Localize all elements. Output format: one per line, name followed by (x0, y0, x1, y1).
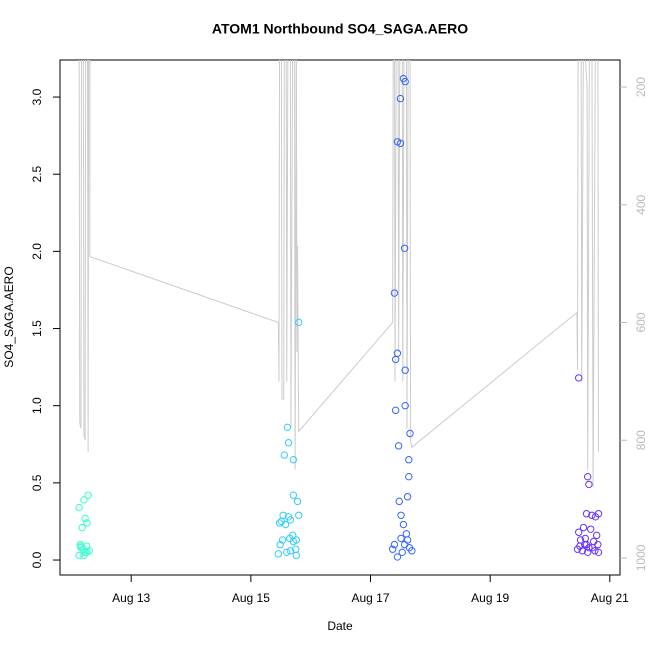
point (390, 540, 399, 549)
point (583, 472, 592, 481)
point (401, 401, 409, 410)
point (75, 551, 83, 560)
point (397, 534, 405, 543)
x-tick-label: Aug 13 (112, 591, 150, 605)
point (295, 511, 303, 519)
line (78, 60, 599, 488)
point (408, 547, 416, 555)
point (585, 480, 593, 489)
y-tick-label: 1.0 (30, 397, 44, 414)
point (594, 548, 603, 557)
point (278, 536, 287, 544)
point (274, 550, 283, 558)
point (83, 548, 91, 557)
point (406, 429, 414, 438)
x-tick-label: Aug 21 (591, 591, 629, 605)
point (573, 545, 582, 553)
point (401, 77, 409, 86)
point (591, 547, 599, 555)
point (594, 540, 602, 549)
point (401, 366, 409, 374)
point (391, 406, 400, 415)
point (579, 523, 588, 532)
y-tick-label: 0.5 (30, 474, 44, 491)
chart-title: ATOM1 Northbound SO4_SAGA.AERO (212, 21, 468, 37)
point (283, 548, 291, 557)
point (84, 491, 92, 499)
point (399, 520, 408, 529)
x-tick-label: Aug 17 (351, 591, 389, 605)
point (390, 289, 399, 297)
point (578, 547, 587, 555)
point (395, 497, 403, 506)
point (393, 553, 402, 561)
point (391, 355, 400, 364)
point (396, 139, 405, 148)
point (293, 497, 302, 506)
point (394, 442, 403, 450)
point (83, 519, 91, 527)
y-tick-label: 2.0 (30, 243, 44, 260)
point (283, 423, 292, 432)
point (276, 540, 284, 549)
point (405, 472, 413, 481)
point (80, 496, 88, 504)
point (295, 318, 303, 327)
y-axis-label: SO4_SAGA.AERO (2, 266, 16, 367)
y2-tick-label: 200 (634, 77, 648, 97)
point (575, 374, 583, 382)
point (78, 523, 86, 532)
point (284, 439, 293, 447)
point (397, 511, 405, 519)
point (396, 94, 405, 103)
point (275, 519, 284, 527)
point (400, 244, 409, 252)
point (286, 516, 295, 524)
y2-tick-label: 600 (634, 312, 648, 332)
point (75, 503, 83, 512)
point (588, 511, 596, 519)
plot-frame (59, 59, 621, 576)
point (594, 510, 603, 518)
point (280, 451, 289, 459)
point (81, 514, 89, 523)
point (388, 545, 397, 553)
plot-area (75, 60, 603, 561)
point (586, 525, 595, 533)
x-axis-label: Date (327, 619, 353, 633)
point (77, 542, 85, 550)
y-tick-label: 3.0 (30, 88, 44, 105)
point (289, 537, 298, 546)
point (289, 491, 298, 499)
y-tick-label: 0.0 (30, 551, 44, 568)
point (292, 551, 301, 560)
y-tick-label: 1.5 (30, 320, 44, 337)
point (582, 510, 591, 518)
point (583, 548, 592, 557)
y2-tick-label: 400 (634, 194, 648, 214)
y2-tick-label: 1000 (634, 544, 648, 571)
point (289, 456, 298, 464)
x-tick-label: Aug 15 (232, 591, 270, 605)
point (592, 531, 601, 540)
point (582, 540, 591, 549)
y2-tick-label: 800 (634, 430, 648, 450)
point (398, 548, 406, 557)
point (403, 493, 412, 501)
point (286, 547, 295, 555)
point (405, 456, 413, 464)
y-tick-label: 2.5 (30, 166, 44, 183)
point (575, 528, 583, 536)
x-tick-label: Aug 19 (471, 591, 509, 605)
